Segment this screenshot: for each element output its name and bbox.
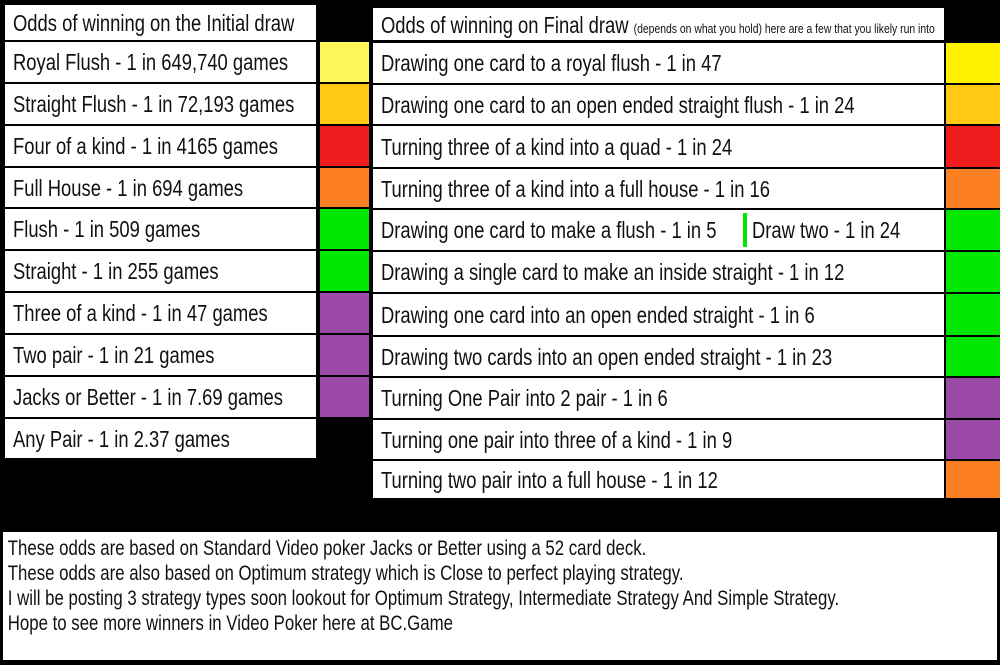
divider — [743, 213, 747, 247]
odds-label: Drawing one card to an open ended straig… — [381, 91, 855, 118]
color-swatch — [946, 378, 1000, 418]
initial-draw-title: Odds of winning on the Initial draw — [13, 9, 295, 36]
color-swatch — [320, 251, 369, 291]
final-odds-row: Drawing a single card to make an inside … — [373, 252, 944, 292]
note-line: Hope to see more winners in Video Poker … — [7, 612, 453, 635]
initial-odds-row: Four of a kind - 1 in 4165 games — [5, 126, 316, 166]
odds-label: Turning One Pair into 2 pair - 1 in 6 — [381, 385, 668, 411]
note-line: I will be posting 3 strategy types soon … — [7, 587, 840, 610]
odds-label: Drawing a single card to make an inside … — [381, 259, 845, 285]
initial-odds-row: Three of a kind - 1 in 47 games — [5, 293, 316, 333]
initial-odds-row: Straight Flush - 1 in 72,193 games — [5, 84, 316, 124]
final-odds-row: Turning two pair into a full house - 1 i… — [373, 461, 944, 498]
color-swatch — [320, 168, 369, 207]
color-swatch — [946, 210, 1000, 250]
color-swatch — [320, 209, 369, 249]
color-swatch — [320, 335, 369, 375]
note-line: These odds are based on Standard Video p… — [7, 537, 647, 560]
final-odds-row: Drawing one card into an open ended stra… — [373, 294, 944, 335]
final-odds-row: Turning one pair into three of a kind - … — [373, 420, 944, 459]
initial-odds-row: Two pair - 1 in 21 games — [5, 335, 316, 375]
odds-label-extra: Draw two - 1 in 24 — [752, 217, 901, 243]
color-swatch — [946, 337, 1000, 376]
odds-label: Turning three of a kind into a quad - 1 … — [381, 133, 733, 160]
odds-label: Jacks or Better - 1 in 7.69 games — [13, 384, 283, 410]
color-swatch — [946, 85, 1000, 124]
final-odds-row: Drawing one card to an open ended straig… — [373, 85, 944, 124]
odds-label: Straight - 1 in 255 games — [13, 258, 219, 284]
odds-label: Three of a kind - 1 in 47 games — [13, 300, 268, 326]
odds-label: Straight Flush - 1 in 72,193 games — [13, 91, 295, 117]
initial-odds-row: Jacks or Better - 1 in 7.69 games — [5, 377, 316, 417]
final-odds-row: Turning three of a kind into a full hous… — [373, 169, 944, 208]
odds-label: Drawing one card to a royal flush - 1 in… — [381, 50, 722, 76]
color-swatch — [320, 42, 369, 82]
color-swatch — [946, 43, 1000, 83]
final-odds-row: Turning three of a kind into a quad - 1 … — [373, 126, 944, 167]
initial-odds-row: Straight - 1 in 255 games — [5, 251, 316, 291]
final-odds-row: Drawing two cards into an open ended str… — [373, 337, 944, 376]
final-draw-subtitle: (depends on what you hold) here are a fe… — [633, 21, 935, 36]
color-swatch — [320, 377, 369, 417]
odds-label: Drawing one card to make a flush - 1 in … — [381, 217, 717, 243]
color-swatch — [320, 293, 369, 333]
odds-label: Royal Flush - 1 in 649,740 games — [13, 49, 289, 75]
color-swatch — [946, 461, 1000, 498]
initial-odds-row: Royal Flush - 1 in 649,740 games — [5, 42, 316, 82]
color-swatch — [320, 126, 369, 166]
odds-label: Any Pair - 1 in 2.37 games — [13, 425, 230, 452]
initial-odds-row: Any Pair - 1 in 2.37 games — [5, 419, 316, 458]
final-odds-row: Turning One Pair into 2 pair - 1 in 6 — [373, 378, 944, 418]
initial-draw-header: Odds of winning on the Initial draw — [5, 5, 316, 40]
odds-label: Flush - 1 in 509 games — [13, 216, 201, 242]
final-draw-header: Odds of winning on Final draw (depends o… — [373, 8, 944, 40]
note-line: These odds are also based on Optimum str… — [7, 562, 684, 585]
color-swatch — [946, 252, 1000, 292]
initial-odds-row: Full House - 1 in 694 games — [5, 168, 316, 207]
odds-label: Turning one pair into three of a kind - … — [381, 426, 733, 453]
odds-label: Four of a kind - 1 in 4165 games — [13, 133, 278, 159]
odds-label: Turning three of a kind into a full hous… — [381, 175, 771, 202]
color-swatch — [946, 294, 1000, 335]
initial-odds-row: Flush - 1 in 509 games — [5, 209, 316, 249]
color-swatch — [320, 84, 369, 124]
odds-label: Drawing one card into an open ended stra… — [381, 301, 815, 328]
notes-box: These odds are based on Standard Video p… — [3, 532, 997, 660]
color-swatch — [946, 169, 1000, 208]
odds-label: Two pair - 1 in 21 games — [13, 342, 215, 368]
odds-label: Turning two pair into a full house - 1 i… — [381, 466, 718, 493]
color-swatch — [946, 420, 1000, 459]
odds-label: Full House - 1 in 694 games — [13, 174, 244, 201]
odds-label: Drawing two cards into an open ended str… — [381, 343, 833, 370]
final-odds-row: Drawing one card to make a flush - 1 in … — [373, 210, 944, 250]
color-swatch — [946, 126, 1000, 167]
final-draw-title: Odds of winning on Final draw — [381, 12, 629, 38]
final-odds-row: Drawing one card to a royal flush - 1 in… — [373, 43, 944, 83]
